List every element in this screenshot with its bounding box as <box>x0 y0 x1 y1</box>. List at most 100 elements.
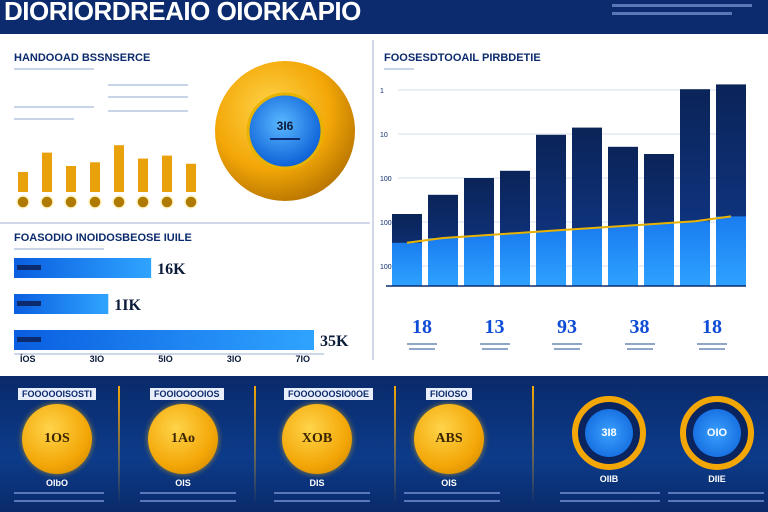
hbar-tag <box>17 301 41 306</box>
vertical-divider <box>372 40 374 360</box>
section-title-left: HANDOOAD BSSNSERCE <box>14 52 151 64</box>
small-bar <box>90 162 100 192</box>
hbar <box>14 258 152 278</box>
chart-bar-lower <box>716 216 746 286</box>
stat-item: 38 <box>610 316 670 350</box>
small-bar <box>186 163 196 192</box>
coin-value: XOB <box>301 431 333 446</box>
text-line <box>668 500 764 502</box>
stat-value: 18 <box>412 316 432 338</box>
hbar <box>14 330 314 350</box>
text-line <box>274 500 370 502</box>
hbar-tag <box>17 337 41 342</box>
gauge-label: OIIB <box>599 474 619 484</box>
y-tick-label: 10 <box>380 132 388 139</box>
text-line <box>14 118 74 120</box>
text-line <box>668 492 764 494</box>
y-tick-label: 1 <box>380 88 384 95</box>
text-line <box>108 96 188 98</box>
chart-bar-lower <box>500 233 530 286</box>
divider-line <box>0 222 370 224</box>
gauge-center: 3I8 <box>585 409 633 457</box>
text-line <box>14 492 104 494</box>
ring-chart: 3I6 <box>215 61 355 201</box>
coin-metric: XOB <box>282 404 352 474</box>
chart-bar-lower <box>644 223 674 286</box>
text-line <box>14 248 104 250</box>
y-tick-label: 100 <box>380 264 392 271</box>
small-bar <box>66 166 76 192</box>
chart-bar-lower <box>680 221 710 286</box>
y-tick-label: 100 <box>380 220 392 227</box>
coin-label: DIS <box>309 478 325 488</box>
stat-caption <box>481 348 508 350</box>
ring-center <box>246 92 324 170</box>
coin-label: OIbO <box>46 478 68 488</box>
gauge-chart: 3I8 <box>572 396 646 470</box>
text-line <box>404 500 500 502</box>
text-line <box>404 492 500 494</box>
text-line <box>14 500 104 502</box>
stat-value: 93 <box>557 316 577 338</box>
card-divider <box>118 386 120 504</box>
gauge-value: OIO <box>706 427 728 439</box>
coin-value: 1Ao <box>170 431 196 446</box>
hbar-title: FOASODIO INOIDOSBEOSE IUILE <box>14 232 192 244</box>
hbar-tick: ÍOS <box>20 354 36 364</box>
coin-metric: 1Ao <box>148 404 218 474</box>
text-line <box>108 110 188 112</box>
coin-label: OIS <box>441 478 457 488</box>
stat-caption <box>407 343 437 345</box>
stat-caption <box>409 348 435 350</box>
small-bar <box>162 155 172 192</box>
small-bar-marker <box>16 195 30 209</box>
page-title: DIORIORDREAIO OIORKAPIO <box>4 0 361 26</box>
coin-value: 1OS <box>44 431 70 446</box>
stat-caption <box>626 348 653 350</box>
hbar-value-label: 16K <box>157 261 186 278</box>
small-bar-marker <box>160 195 174 209</box>
coin-value: ABS <box>435 431 463 446</box>
hbar <box>14 294 109 314</box>
stat-value: 38 <box>629 316 650 338</box>
text-line <box>384 68 414 70</box>
gauge-chart: OIO <box>680 396 754 470</box>
small-bar-marker <box>112 195 126 209</box>
hbar-tag <box>17 265 41 270</box>
card-divider <box>254 386 256 504</box>
coin-metric: ABS <box>414 404 484 474</box>
card-title: FIOIOSO <box>426 388 472 400</box>
text-line <box>14 68 94 70</box>
hbar-tick: 3IO <box>226 354 242 364</box>
stat-value: 13 <box>484 316 505 338</box>
text-line <box>140 500 236 502</box>
hbar-tick: 3IO <box>89 354 105 364</box>
hbar-tick: 5IO <box>158 354 173 364</box>
card-title: FOOOOOOSIO0OE <box>284 388 374 400</box>
y-tick-label: 100 <box>380 176 392 183</box>
stat-caption <box>552 343 582 345</box>
header-dots <box>612 12 732 15</box>
header-dots <box>612 4 752 7</box>
right-chart-title: FOOSESDTOOAIL PIRBDETIE <box>384 52 541 64</box>
stat-item: 18 <box>392 316 452 350</box>
card-title: FOOOOOISOSTI <box>18 388 97 400</box>
hbar-chart: 16K 1IK 35K <box>14 258 349 355</box>
stat-caption <box>697 343 727 345</box>
gauge-label: DIIE <box>708 474 726 484</box>
text-line <box>108 84 188 86</box>
text-line <box>274 492 370 494</box>
chart-bar-lower <box>392 242 422 286</box>
gauge-center: OIO <box>693 409 741 457</box>
coin-label: OIS <box>175 478 191 488</box>
stat-item: 13 <box>465 316 525 350</box>
hbar-value-label: 1IK <box>114 297 141 314</box>
stat-row: 18 13 93 38 18 <box>392 316 742 350</box>
hbar-tick-row: ÍOS 3IO 5IO 3IO 7IO <box>20 354 310 364</box>
text-line <box>14 106 94 108</box>
card-title: FOOIOOOOIOS <box>150 388 224 400</box>
text-line <box>560 500 660 502</box>
stat-item: 93 <box>537 316 597 350</box>
coin-metric: 1OS <box>22 404 92 474</box>
small-bar-marker <box>184 195 198 209</box>
